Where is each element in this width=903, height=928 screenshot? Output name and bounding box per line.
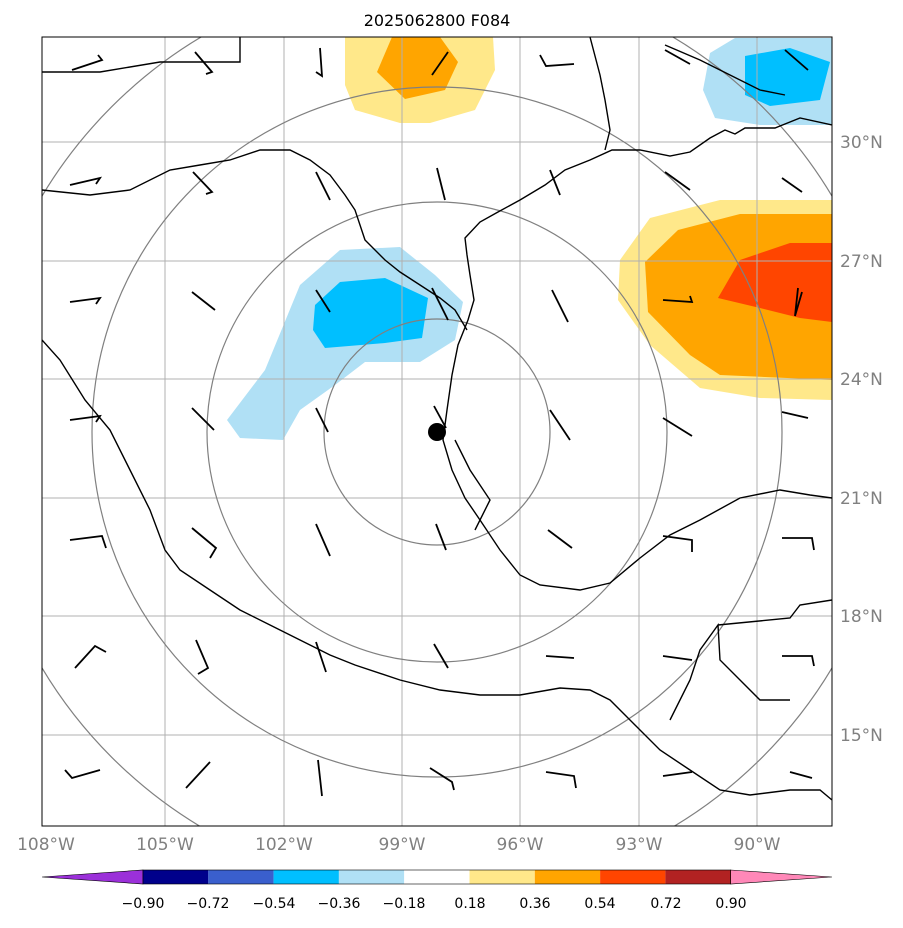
plot-title: 2025062800 F084 <box>364 11 511 30</box>
lat-labels: 30°N 27°N 24°N 21°N 18°N 15°N <box>840 133 883 746</box>
colorbar-segment <box>469 870 535 884</box>
colorbar-segment <box>273 870 339 884</box>
lat-label: 18°N <box>840 607 883 627</box>
lon-label: 99°W <box>379 835 426 855</box>
positive-anomaly-north-core <box>377 37 458 99</box>
lon-label: 108°W <box>17 835 75 855</box>
colorbar-segment <box>600 870 666 884</box>
lat-label: 24°N <box>840 370 883 390</box>
colorbar-extend-max <box>730 869 833 885</box>
mexico-interior-coast <box>454 439 491 531</box>
us-state-border <box>42 37 241 73</box>
gulf-coast <box>442 117 832 591</box>
colorbar-extend-min <box>41 869 144 885</box>
lon-label: 90°W <box>734 835 781 855</box>
colorbar-segment <box>534 870 601 884</box>
map-frame <box>41 36 833 827</box>
colorbar-segment <box>338 870 405 884</box>
lat-label: 30°N <box>840 133 883 153</box>
colorbar-ticks: −0.90 −0.72 −0.54 −0.36 −0.18 0.18 0.36 … <box>122 896 747 912</box>
mexico-pacific-coast <box>42 339 832 801</box>
range-rings <box>42 37 832 826</box>
colorbar-segments <box>41 869 833 885</box>
colorbar-segment <box>208 870 274 884</box>
colorbar-tick-label: 0.72 <box>650 896 681 912</box>
guatemala-border <box>669 622 790 721</box>
storm-center-marker <box>428 423 446 441</box>
colorbar: −0.90 −0.72 −0.54 −0.36 −0.18 0.18 0.36 … <box>41 869 833 912</box>
colorbar-tick-label: −0.36 <box>318 896 361 912</box>
colorbar-segment <box>665 870 731 884</box>
colorbar-segment <box>143 870 209 884</box>
us-mexico-border <box>42 149 468 331</box>
coastlines <box>42 37 832 801</box>
negative-anomaly-texas-core <box>313 278 428 348</box>
lat-label: 15°N <box>840 726 883 746</box>
lon-label: 96°W <box>497 835 544 855</box>
wind-barbs <box>64 47 815 797</box>
lon-label: 105°W <box>136 835 194 855</box>
graticule <box>42 37 832 826</box>
map-content <box>42 37 832 826</box>
colorbar-tick-label: −0.18 <box>383 896 426 912</box>
colorbar-tick-label: 0.36 <box>519 896 550 912</box>
colorbar-tick-label: 0.90 <box>715 896 746 912</box>
yucatan-belize-border <box>717 599 832 626</box>
lat-label: 27°N <box>840 252 883 272</box>
colorbar-segment <box>404 870 470 884</box>
mississippi-border <box>664 44 786 96</box>
lat-label: 21°N <box>840 489 883 509</box>
colorbar-tick-label: −0.90 <box>122 896 165 912</box>
positive-anomaly-gulf-core <box>718 243 832 322</box>
lon-label: 102°W <box>255 835 313 855</box>
colorbar-tick-label: 0.54 <box>584 896 615 912</box>
colorbar-tick-label: −0.72 <box>187 896 230 912</box>
colorbar-tick-label: −0.54 <box>253 896 296 912</box>
louisiana-border <box>589 37 611 151</box>
lon-labels: 108°W 105°W 102°W 99°W 96°W 93°W 90°W <box>17 835 781 855</box>
lon-label: 93°W <box>616 835 663 855</box>
anomaly-fill-layer <box>227 37 832 440</box>
colorbar-frame <box>142 869 732 885</box>
colorbar-tick-label: 0.18 <box>454 896 485 912</box>
